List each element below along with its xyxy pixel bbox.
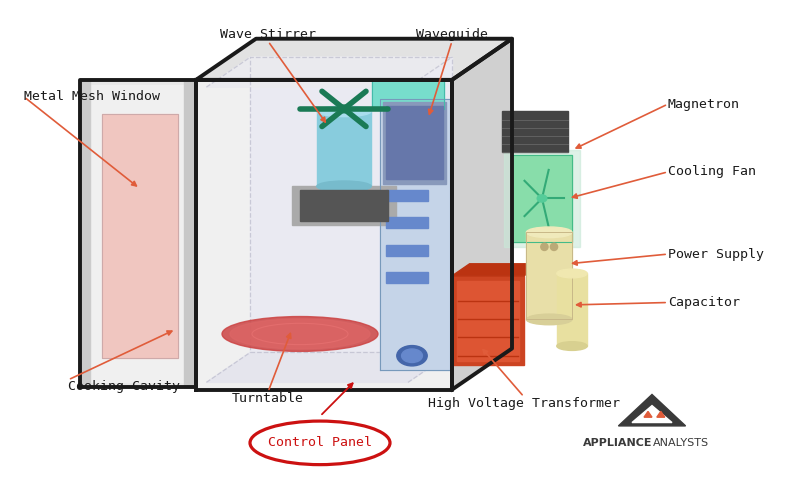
- Polygon shape: [452, 39, 512, 390]
- Ellipse shape: [526, 314, 572, 325]
- Ellipse shape: [541, 243, 548, 251]
- Polygon shape: [644, 411, 652, 417]
- Text: Cooling Fan: Cooling Fan: [668, 166, 756, 178]
- Polygon shape: [386, 106, 443, 179]
- Text: ANALYSTS: ANALYSTS: [653, 438, 709, 448]
- Polygon shape: [502, 111, 568, 152]
- Text: Turntable: Turntable: [232, 392, 304, 405]
- Polygon shape: [317, 111, 371, 186]
- Polygon shape: [383, 102, 446, 184]
- Ellipse shape: [317, 106, 371, 117]
- Polygon shape: [102, 114, 178, 358]
- Polygon shape: [196, 80, 452, 390]
- Ellipse shape: [317, 181, 371, 192]
- Polygon shape: [206, 352, 452, 382]
- Polygon shape: [557, 273, 587, 346]
- Ellipse shape: [526, 227, 572, 238]
- Ellipse shape: [557, 269, 587, 278]
- Polygon shape: [618, 394, 686, 426]
- Polygon shape: [512, 155, 572, 242]
- Polygon shape: [80, 80, 90, 387]
- Polygon shape: [372, 80, 444, 109]
- Polygon shape: [526, 232, 572, 319]
- Text: Waveguide: Waveguide: [416, 28, 488, 41]
- Text: High Voltage Transformer: High Voltage Transformer: [428, 397, 620, 410]
- Polygon shape: [452, 264, 542, 276]
- Text: APPLIANCE: APPLIANCE: [582, 438, 652, 448]
- Polygon shape: [206, 57, 452, 87]
- Ellipse shape: [222, 317, 378, 351]
- Ellipse shape: [402, 349, 422, 363]
- Polygon shape: [196, 39, 512, 80]
- Text: Power Supply: Power Supply: [668, 248, 764, 260]
- Polygon shape: [88, 85, 188, 382]
- Polygon shape: [300, 190, 388, 221]
- Polygon shape: [457, 281, 519, 361]
- Text: Cooking Cavity: Cooking Cavity: [68, 380, 180, 393]
- Text: Metal Mesh Window: Metal Mesh Window: [24, 91, 160, 103]
- Ellipse shape: [397, 346, 427, 366]
- Polygon shape: [386, 244, 428, 256]
- Polygon shape: [380, 99, 450, 370]
- Polygon shape: [452, 276, 524, 365]
- Text: Capacitor: Capacitor: [668, 296, 740, 309]
- Ellipse shape: [230, 319, 370, 349]
- Polygon shape: [386, 272, 428, 283]
- Polygon shape: [80, 80, 196, 387]
- Polygon shape: [657, 411, 665, 417]
- Ellipse shape: [550, 243, 558, 251]
- Text: Wave Stirrer: Wave Stirrer: [220, 28, 316, 41]
- Polygon shape: [184, 80, 196, 387]
- Ellipse shape: [557, 342, 587, 350]
- Polygon shape: [504, 150, 580, 247]
- Polygon shape: [386, 217, 428, 228]
- Text: Control Panel: Control Panel: [268, 437, 372, 449]
- Polygon shape: [386, 190, 428, 201]
- Polygon shape: [292, 186, 396, 225]
- Ellipse shape: [338, 105, 350, 113]
- Ellipse shape: [538, 195, 547, 202]
- Polygon shape: [632, 406, 672, 423]
- Polygon shape: [250, 57, 452, 352]
- Text: Magnetron: Magnetron: [668, 98, 740, 110]
